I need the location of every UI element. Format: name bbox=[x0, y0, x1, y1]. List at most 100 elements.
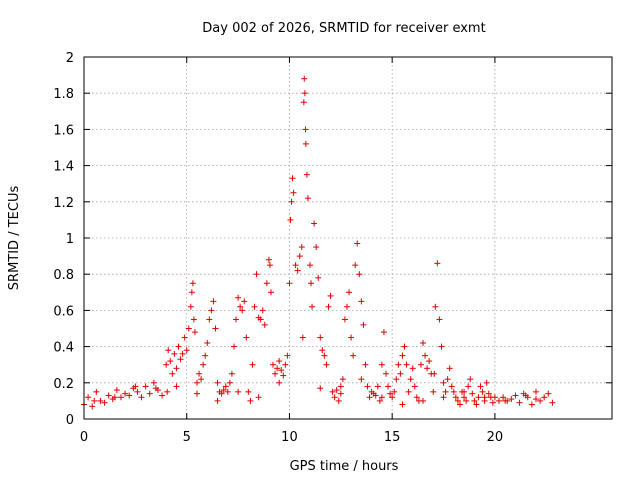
data-point bbox=[245, 388, 252, 395]
data-point bbox=[152, 385, 159, 392]
data-point bbox=[471, 397, 478, 404]
data-point bbox=[436, 316, 443, 323]
data-point bbox=[452, 394, 459, 401]
data-point bbox=[276, 358, 283, 365]
data-point bbox=[298, 244, 305, 251]
data-point bbox=[399, 352, 406, 359]
data-point bbox=[430, 388, 437, 395]
x-tick-label: 15 bbox=[384, 430, 401, 445]
y-tick-label: 0.2 bbox=[53, 377, 74, 392]
data-point bbox=[339, 376, 346, 383]
data-point bbox=[391, 388, 398, 395]
plot-frame bbox=[83, 56, 613, 420]
data-point bbox=[173, 383, 180, 390]
data-point bbox=[117, 394, 124, 401]
data-point bbox=[146, 390, 153, 397]
data-point bbox=[448, 383, 455, 390]
data-point bbox=[337, 390, 344, 397]
y-tick-label: 0 bbox=[66, 413, 74, 428]
data-point bbox=[233, 316, 240, 323]
data-point bbox=[411, 383, 418, 390]
data-point bbox=[337, 383, 344, 390]
data-point bbox=[434, 260, 441, 267]
data-point bbox=[352, 262, 359, 269]
data-point bbox=[440, 379, 447, 386]
data-point bbox=[483, 379, 490, 386]
data-point bbox=[309, 303, 316, 310]
x-axis-label: GPS time / hours bbox=[290, 459, 399, 474]
data-point bbox=[294, 267, 301, 274]
data-point bbox=[270, 361, 277, 368]
data-point bbox=[549, 399, 556, 406]
data-point bbox=[230, 343, 237, 350]
data-point bbox=[385, 383, 392, 390]
data-point bbox=[288, 198, 295, 205]
data-point bbox=[164, 388, 171, 395]
data-point bbox=[301, 90, 308, 97]
data-point bbox=[417, 361, 424, 368]
data-point bbox=[266, 262, 273, 269]
data-point bbox=[296, 253, 303, 260]
data-point bbox=[181, 334, 188, 341]
data-point bbox=[220, 387, 227, 394]
data-point bbox=[407, 376, 414, 383]
data-point bbox=[159, 392, 166, 399]
data-point bbox=[276, 379, 283, 386]
data-point bbox=[177, 356, 184, 363]
data-point bbox=[255, 394, 262, 401]
data-point bbox=[267, 289, 274, 296]
data-point bbox=[282, 361, 289, 368]
data-point bbox=[259, 307, 266, 314]
data-point bbox=[286, 280, 293, 287]
x-tick-label: 20 bbox=[487, 430, 504, 445]
data-point bbox=[243, 334, 250, 341]
data-point bbox=[465, 383, 472, 390]
y-tick-label: 1.2 bbox=[53, 196, 74, 211]
data-point bbox=[91, 397, 98, 404]
data-point bbox=[481, 394, 488, 401]
data-point bbox=[183, 347, 190, 354]
data-point bbox=[333, 387, 340, 394]
data-point bbox=[210, 298, 217, 305]
gridlines bbox=[84, 57, 612, 419]
data-point bbox=[315, 274, 322, 281]
data-point bbox=[432, 303, 439, 310]
data-point bbox=[485, 390, 492, 397]
data-point bbox=[362, 361, 369, 368]
data-point bbox=[442, 388, 449, 395]
data-point bbox=[175, 343, 182, 350]
data-point bbox=[313, 244, 320, 251]
data-point bbox=[477, 383, 484, 390]
data-point bbox=[321, 352, 328, 359]
data-point bbox=[122, 390, 129, 397]
data-point bbox=[419, 339, 426, 346]
data-point bbox=[419, 397, 426, 404]
data-point bbox=[545, 390, 552, 397]
data-point bbox=[356, 271, 363, 278]
data-point bbox=[113, 387, 120, 394]
y-axis-label: SRMTID / TECUs bbox=[7, 186, 22, 291]
chart-title: Day 002 of 2026, SRMTID for receiver exm… bbox=[202, 21, 485, 36]
data-point bbox=[450, 388, 457, 395]
y-tick-label: 2 bbox=[66, 51, 74, 66]
data-point bbox=[301, 75, 308, 82]
data-point bbox=[528, 401, 535, 408]
data-point bbox=[196, 370, 203, 377]
data-point bbox=[473, 401, 480, 408]
data-point bbox=[235, 388, 242, 395]
data-point bbox=[85, 394, 92, 401]
data-point bbox=[354, 240, 361, 247]
data-point bbox=[393, 376, 400, 383]
data-point bbox=[467, 376, 474, 383]
data-point bbox=[93, 388, 100, 395]
data-point bbox=[512, 392, 519, 399]
data-point bbox=[319, 347, 326, 354]
data-point bbox=[299, 334, 306, 341]
data-point bbox=[185, 325, 192, 332]
data-point bbox=[171, 350, 178, 357]
data-point bbox=[163, 361, 170, 368]
data-point bbox=[331, 394, 338, 401]
data-point bbox=[389, 394, 396, 401]
data-point bbox=[454, 397, 461, 404]
data-point bbox=[111, 394, 118, 401]
